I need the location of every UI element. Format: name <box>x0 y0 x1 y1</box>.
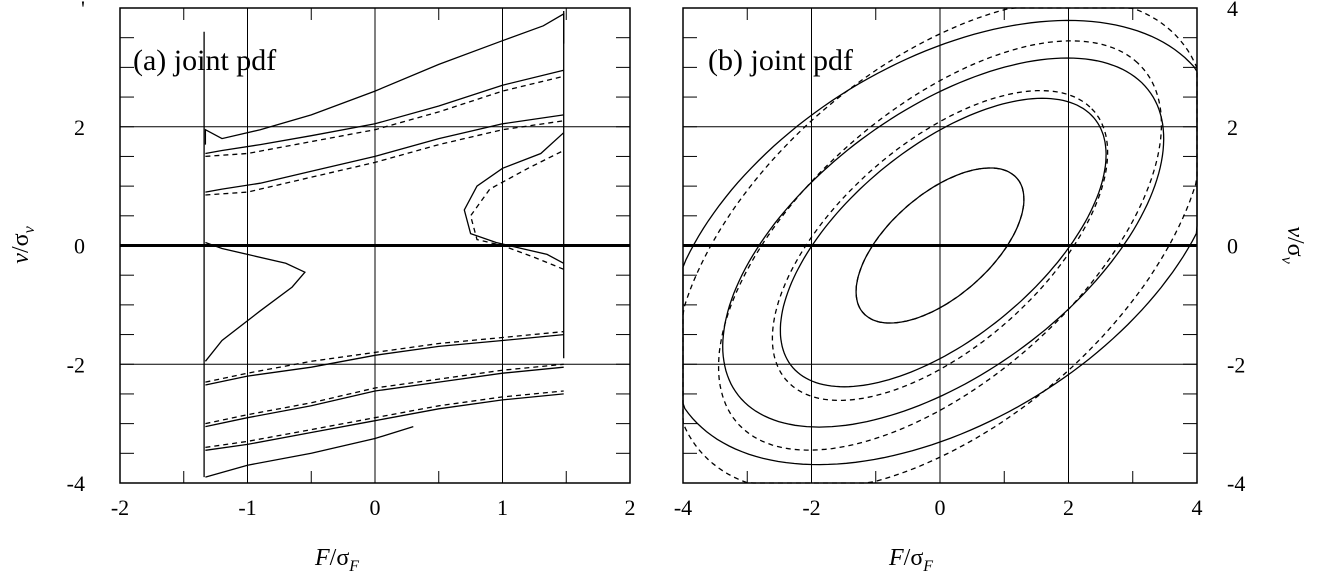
measured-contour-line <box>205 114 564 193</box>
model-contour-line <box>205 120 564 196</box>
y-label-denominator: σ <box>1282 244 1308 257</box>
y-label-sub: v <box>1278 257 1295 265</box>
panel-b-title: (b) joint pdf <box>708 44 853 77</box>
y-tick-label: 0 <box>1227 234 1238 259</box>
measured-contour-line <box>205 393 564 451</box>
model-contour-line <box>205 390 564 449</box>
y-tick-label: 2 <box>1227 115 1238 140</box>
model-contour-ellipse <box>855 167 1025 324</box>
measured-contour-ellipse <box>722 57 1165 428</box>
plot-frame <box>682 7 1198 484</box>
model-contour-line <box>205 330 564 383</box>
x-tick-label: 2 <box>625 495 636 520</box>
y-tick-label: -2 <box>67 352 85 377</box>
x-tick-label: 2 <box>1063 495 1074 520</box>
x-tick-label: -2 <box>802 495 820 520</box>
model-contour-ellipse <box>682 7 1198 484</box>
measured-contour-line <box>205 366 564 428</box>
y-label-sub: v <box>21 225 38 233</box>
y-tick-label: ' <box>81 0 85 21</box>
model-contour-ellipse <box>771 89 1109 402</box>
x-label-sub: F <box>348 558 359 575</box>
panel-a-y-axis-label: v/σv <box>8 225 38 263</box>
y-tick-label: 0 <box>74 234 85 259</box>
panel-b-x-axis-label: F/σF <box>888 545 933 575</box>
x-label-denominator: σ <box>910 545 923 571</box>
measured-contour-line <box>205 69 564 155</box>
svg-text:F/σF: F/σF <box>314 545 359 575</box>
svg-text:v/σv: v/σv <box>8 225 38 263</box>
model-contour-line <box>205 75 564 158</box>
measured-contour-line <box>205 425 414 478</box>
measured-contour-line <box>205 333 564 386</box>
panel-a-joint-pdf: (a) joint pdf -2 -1 0 1 2 -4 -2 0 2 ' v/σv F/σF <box>8 0 636 575</box>
model-contour-line <box>469 149 564 270</box>
measured-contour-line <box>204 241 306 362</box>
x-label-main: F <box>888 545 904 571</box>
y-tick-label: 4 <box>1227 0 1238 21</box>
panel-a-x-axis-label: F/σF <box>314 545 359 575</box>
x-tick-label: 0 <box>935 495 946 520</box>
x-tick-label: -2 <box>111 495 129 520</box>
x-tick-label: 4 <box>1192 495 1203 520</box>
svg-text:F/σF: F/σF <box>888 545 933 575</box>
measured-contour-line <box>463 132 565 264</box>
panel-a-title: (a) joint pdf <box>133 44 276 77</box>
x-label-main: F <box>314 545 330 571</box>
measured-contour-ellipse <box>682 19 1198 466</box>
x-tick-label: -1 <box>238 495 256 520</box>
y-label-denominator: σ <box>8 233 34 246</box>
y-label-main: v <box>1282 226 1308 237</box>
model-contour-line <box>205 363 564 425</box>
x-tick-label: 1 <box>497 495 508 520</box>
x-label-sub: F <box>922 558 933 575</box>
plot-frame <box>119 7 631 484</box>
x-tick-label: 0 <box>370 495 381 520</box>
y-tick-label: -4 <box>67 471 85 496</box>
y-label-main: v <box>8 253 34 264</box>
x-tick-label: -4 <box>674 495 692 520</box>
x-label-denominator: σ <box>336 545 349 571</box>
measured-contour-ellipse <box>779 97 1107 388</box>
svg-text:v/σv: v/σv <box>1278 226 1308 264</box>
measured-contour-line <box>204 12 565 145</box>
y-tick-label: -4 <box>1227 471 1245 496</box>
y-tick-label: 2 <box>74 115 85 140</box>
panel-b-y-axis-label: v/σv <box>1278 226 1308 264</box>
y-tick-label: -2 <box>1227 352 1245 377</box>
panel-b-joint-pdf: (b) joint pdf -4 -2 0 2 4 -4 -2 0 2 4 v/σv F/σF <box>674 0 1308 575</box>
